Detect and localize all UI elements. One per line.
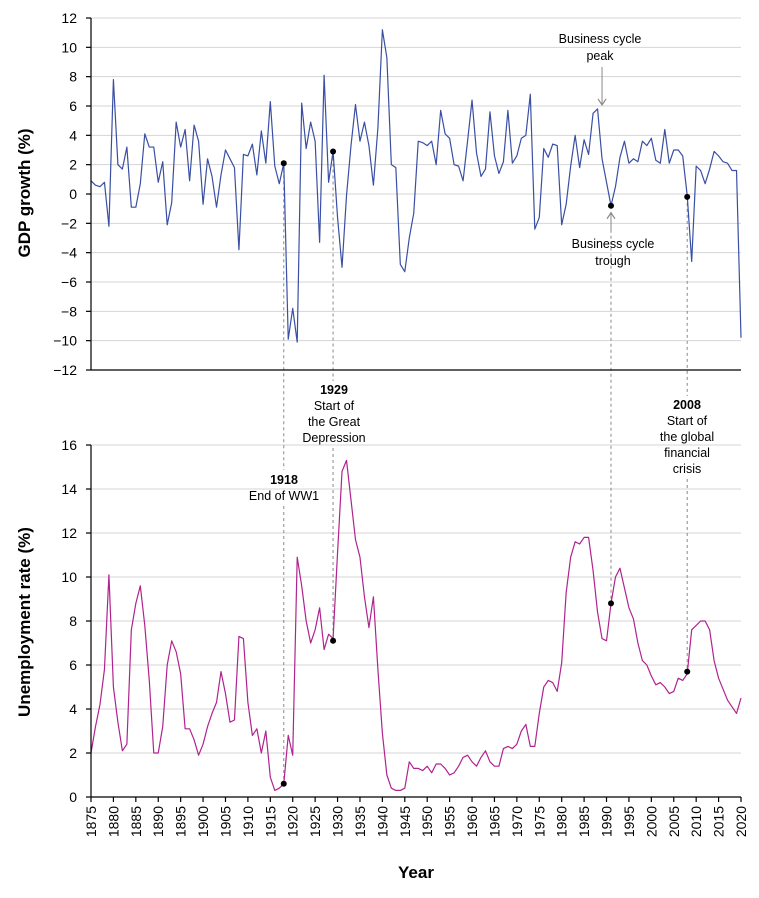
x-tick-label: 1975 (531, 806, 547, 837)
x-tick-label: 2015 (711, 806, 727, 837)
x-tick-label: 1900 (195, 806, 211, 837)
gdp-event-marker (684, 193, 691, 200)
x-tick-label: 1930 (330, 806, 346, 837)
x-tick-label: 1920 (285, 806, 301, 837)
gdp-y-tick-label: −2 (61, 215, 77, 231)
gdp-y-tick-label: 10 (61, 39, 77, 55)
unemployment-y-tick-label: 10 (61, 569, 77, 585)
annotation-gfc-line3: financial (664, 446, 710, 460)
event-guide-lines (283, 151, 688, 784)
annotation-trough-line2: trough (595, 254, 630, 268)
gdp-y-tick-label: 6 (69, 98, 77, 114)
gdp-event-marker (330, 148, 337, 155)
peak-arrow-head (597, 98, 607, 107)
gdp-grid (91, 17, 741, 342)
unemployment-grid (91, 444, 741, 754)
annotation-peak-line1: Business cycle (559, 32, 642, 46)
trough-arrow-head (606, 211, 616, 220)
gdp-event-marker (280, 160, 287, 167)
annotation-depression-line2: the Great (308, 415, 361, 429)
unemployment-event-marker (280, 780, 287, 787)
unemployment-y-tick-label: 8 (69, 613, 77, 629)
x-tick-label: 1925 (307, 806, 323, 837)
gdp-y-tick-label: 4 (69, 127, 77, 143)
x-tick-label: 2005 (666, 806, 682, 837)
annotation-trough-line1: Business cycle (572, 237, 655, 251)
x-tick-label: 1955 (442, 806, 458, 837)
gdp-event-marker (608, 202, 614, 209)
x-tick-label: 1960 (464, 806, 480, 837)
gdp-y-tick-label: −6 (61, 274, 77, 290)
unemployment-series-group (90, 459, 742, 791)
x-tick-label: 1875 (83, 806, 99, 837)
x-tick-label: 2020 (733, 806, 749, 837)
unemployment-y-tick-label: 4 (69, 701, 77, 717)
x-tick-label: 1895 (173, 806, 189, 837)
x-axis-title: Year (398, 863, 434, 882)
annotation-ww1-line1: End of WW1 (249, 489, 319, 503)
x-tick-label: 1945 (397, 806, 413, 837)
x-tick-label: 1890 (150, 806, 166, 837)
gdp-series-group (90, 29, 742, 343)
unemployment-line (90, 459, 742, 791)
x-tick-label: 1990 (599, 806, 615, 837)
annotation-ww1-year: 1918 (270, 473, 298, 487)
unemployment-y-tick-label: 16 (61, 437, 77, 453)
x-tick-label: 1970 (509, 806, 525, 837)
unemployment-event-marker (684, 668, 691, 675)
x-tick-label: 1985 (576, 806, 592, 837)
annotation-depression-line1: Start of (314, 399, 355, 413)
tick-labels: −12 −10 −8 −6 −4 −2 0 2 4 6 8 10 12 0 2 4 6 8 10 12 14 16 1875… (53, 10, 749, 837)
gdp-y-tick-label: 2 (69, 157, 77, 173)
gdp-y-tick-label: −12 (53, 362, 77, 378)
x-tick-label: 1995 (621, 806, 637, 837)
unemployment-event-marker (330, 637, 337, 644)
event-markers (280, 67, 691, 787)
x-tick-label: 1935 (352, 806, 368, 837)
x-tick-label: 1885 (128, 806, 144, 837)
gdp-y-tick-label: 8 (69, 69, 77, 85)
x-tick-label: 1905 (217, 806, 233, 837)
gdp-y-axis-title: GDP growth (%) (15, 128, 34, 257)
unemployment-y-tick-label: 14 (61, 481, 77, 497)
x-tick-label: 1940 (374, 806, 390, 837)
unemployment-event-marker (608, 600, 614, 607)
annotation-peak-line2: peak (586, 49, 614, 63)
x-tick-label: 1910 (240, 806, 256, 837)
x-tick-label: 2000 (643, 806, 659, 837)
annotation-depression-line3: Depression (302, 431, 365, 445)
gdp-growth-line (90, 29, 742, 343)
axes-group (86, 17, 742, 802)
unemployment-y-axis-title: Unemployment rate (%) (15, 527, 34, 717)
gdp-y-tick-label: 12 (61, 10, 77, 26)
x-tick-label: 1980 (554, 806, 570, 837)
x-tick-label: 1965 (486, 806, 502, 837)
annotation-depression-year: 1929 (320, 383, 348, 397)
gdp-y-tick-label: 0 (69, 186, 77, 202)
x-tick-label: 1950 (419, 806, 435, 837)
unemployment-y-tick-label: 2 (69, 745, 77, 761)
unemployment-y-tick-label: 0 (69, 789, 77, 805)
gdp-y-tick-label: −4 (61, 245, 77, 261)
annotation-gfc-line2: the global (660, 430, 714, 444)
annotation-gfc-line1: Start of (667, 414, 708, 428)
x-tick-label: 1915 (262, 806, 278, 837)
annotations: Business cycle peak Business cycle troug… (249, 32, 714, 503)
annotation-gfc-year: 2008 (673, 398, 701, 412)
gdp-y-tick-label: −8 (61, 303, 77, 319)
unemployment-y-tick-label: 12 (61, 525, 77, 541)
gdp-y-tick-label: −10 (53, 333, 77, 349)
x-tick-label: 1880 (105, 806, 121, 837)
x-tick-label: 2010 (688, 806, 704, 837)
unemployment-y-tick-label: 6 (69, 657, 77, 673)
annotation-gfc-line4: crisis (673, 462, 701, 476)
